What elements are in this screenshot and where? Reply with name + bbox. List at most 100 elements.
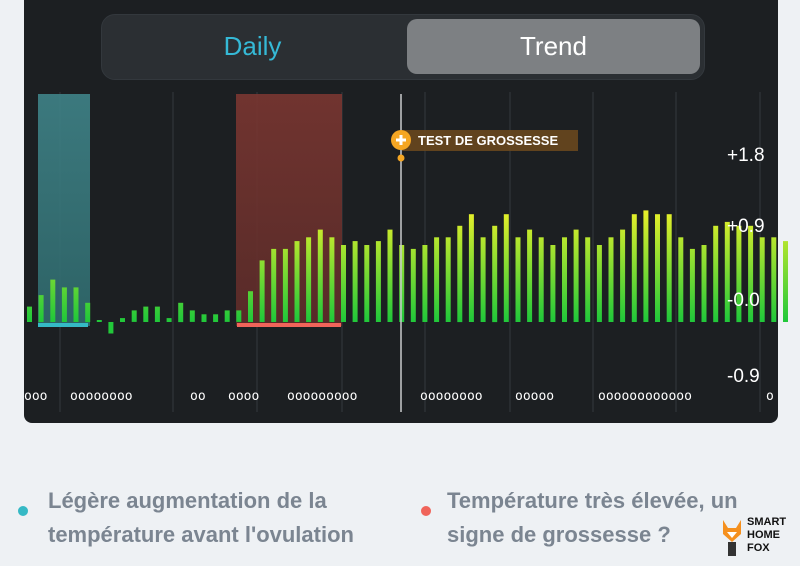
red-underline — [237, 323, 341, 327]
temperature-bar — [422, 245, 428, 322]
temperature-bar — [608, 237, 614, 322]
temperature-bar — [480, 237, 486, 322]
fox-icon — [723, 520, 741, 556]
temperature-bar — [550, 245, 556, 322]
plus-icon-v — [399, 135, 403, 145]
pre-ovulation-band — [38, 94, 90, 326]
temperature-bar — [573, 229, 579, 322]
temperature-bar — [282, 248, 288, 322]
pregnancy-test-marker[interactable]: TEST DE GROSSESSE — [391, 130, 578, 162]
temperature-bar — [271, 248, 277, 322]
dot-group-6: oooooooo — [420, 389, 483, 404]
temperature-bar — [701, 245, 707, 322]
temperature-bar — [457, 225, 463, 323]
temperature-bar — [410, 248, 416, 322]
temperature-bar — [748, 225, 754, 323]
temperature-bar — [724, 221, 730, 322]
temperature-bar — [38, 295, 44, 322]
temperature-chart: TEST DE GROSSESSE +1.8 +0.9 -0.0 -0.9 oo… — [24, 92, 788, 412]
day-markers: ooo oooooooo oo oooo ooooooooo oooooooo … — [24, 389, 774, 404]
temperature-bar — [736, 225, 742, 323]
dot-group-1: ooo — [24, 389, 47, 404]
logo-line-1: SMART — [747, 516, 787, 528]
temperature-bar — [678, 237, 684, 322]
temperature-bar — [248, 291, 253, 322]
temperature-bar — [259, 260, 265, 322]
temperature-bar — [201, 314, 207, 322]
temperature-bar — [178, 302, 184, 323]
high-temperature-band — [236, 94, 342, 326]
temperature-bar — [131, 310, 137, 322]
tab-daily[interactable]: Daily — [223, 31, 282, 61]
temperature-bar — [166, 318, 172, 322]
temperature-bar — [317, 229, 323, 322]
temperature-bar — [492, 225, 498, 323]
dot-group-7: ooooo — [515, 389, 554, 404]
temperature-bar — [108, 322, 114, 334]
temperature-bar — [655, 214, 660, 322]
temperature-bar — [503, 214, 509, 322]
temperature-bar — [329, 237, 335, 322]
temperature-bar — [27, 306, 32, 322]
temperature-bar — [387, 229, 393, 322]
temperature-bar — [515, 237, 521, 322]
temperature-bar — [713, 225, 719, 323]
temperature-bar — [154, 306, 160, 322]
y-label-2: +0.9 — [727, 216, 765, 237]
temperature-bar — [375, 241, 381, 322]
temperature-bar — [213, 314, 219, 322]
temperature-bar — [120, 318, 125, 322]
temperature-bar — [689, 248, 695, 322]
temperature-bar — [538, 237, 544, 322]
y-label-3: -0.0 — [727, 290, 760, 311]
view-toggle: Daily Trend — [101, 14, 705, 80]
temperature-bar — [85, 302, 91, 323]
temperature-bar — [620, 229, 626, 322]
temperature-bar — [96, 320, 102, 322]
legend-text-pre-ovulation: Légère augmentation de la température av… — [48, 484, 388, 552]
temperature-bar — [143, 306, 149, 322]
teal-dot-icon — [18, 506, 28, 516]
temperature-bar — [759, 237, 765, 322]
temperature-bar — [236, 310, 242, 322]
temperature-bar — [631, 214, 637, 322]
temperature-bar — [643, 210, 649, 322]
legend-line-1: Température très élevée, un — [447, 488, 738, 513]
temperature-bar — [771, 237, 777, 322]
y-label-4: -0.9 — [727, 366, 760, 387]
temperature-bar — [445, 237, 451, 322]
temperature-bar — [585, 237, 591, 322]
temperature-bar — [562, 237, 567, 322]
legend-line-1: Légère augmentation de la — [48, 488, 327, 513]
temperature-bar — [341, 245, 346, 322]
y-axis-labels: +1.8 +0.9 -0.0 -0.9 — [727, 145, 765, 387]
bar-series — [27, 210, 788, 334]
legend-line-2: température avant l'ovulation — [48, 522, 354, 547]
marker-label: TEST DE GROSSESSE — [418, 133, 558, 148]
temperature-bar — [352, 241, 358, 322]
temperature-bar — [294, 241, 300, 322]
logo-line-2: HOME — [747, 529, 780, 541]
dot-group-4: oooo — [228, 389, 259, 404]
marker-label-bg — [402, 130, 578, 151]
temperature-bar — [50, 279, 56, 322]
temperature-bar — [364, 245, 370, 322]
temperature-bar — [666, 214, 672, 322]
red-dot-icon — [421, 506, 431, 516]
temperature-bar — [73, 287, 79, 322]
tab-trend[interactable]: Trend — [407, 19, 700, 74]
temperature-bar — [434, 237, 440, 322]
teal-underline — [38, 323, 88, 327]
temperature-bar — [189, 310, 195, 322]
temperature-bar — [468, 214, 474, 322]
dot-group-2: oooooooo — [70, 389, 133, 404]
brand-logo: SMART HOME FOX — [719, 516, 797, 560]
marker-dot — [397, 154, 405, 162]
temperature-bar — [224, 310, 230, 322]
dot-group-9: o — [766, 389, 774, 404]
temperature-bar — [61, 287, 67, 322]
temperature-bar — [306, 237, 312, 322]
dot-group-5: ooooooooo — [287, 389, 357, 404]
dot-group-8: oooooooooooo — [598, 389, 692, 404]
legend-line-2: signe de grossesse ? — [447, 522, 671, 547]
